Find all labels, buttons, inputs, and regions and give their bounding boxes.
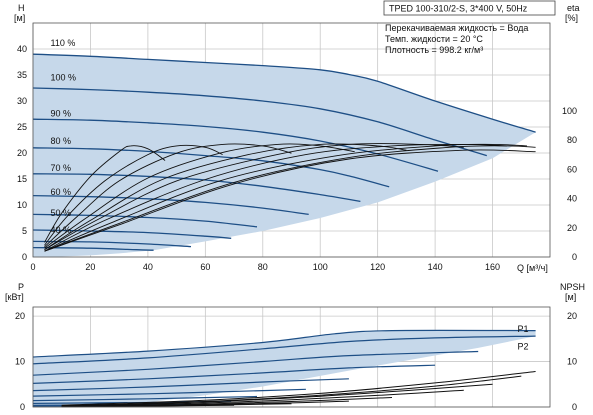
power-area-fill <box>33 330 536 407</box>
speed-label: 70 % <box>50 163 71 173</box>
q-tick-label: 100 <box>313 262 328 272</box>
info-box: TPED 100-310/2-S, 3*400 V, 50Hz Перекачи… <box>383 0 556 55</box>
q-tick-label: 120 <box>370 262 385 272</box>
h-tick-label: 30 <box>17 96 27 106</box>
q-tick-label: 20 <box>85 262 95 272</box>
qh-curve <box>32 213 258 228</box>
eta-curve <box>44 149 536 252</box>
power-curve <box>32 364 436 384</box>
operating-area-fill <box>33 54 536 258</box>
h-tick-label: 25 <box>17 122 27 132</box>
eta-tick-label: 60 <box>567 164 577 174</box>
power-curve <box>32 335 536 365</box>
p-tick-label: 20 <box>15 311 25 321</box>
power-curve <box>32 395 258 402</box>
qh-curve <box>32 118 439 172</box>
npsh-tick-label: 20 <box>567 311 577 321</box>
h-tick-label: 15 <box>17 174 27 184</box>
bottom-ticks: 0 10 20 0 10 20 <box>15 311 577 412</box>
q-tick-label: 140 <box>428 262 443 272</box>
bottom-curve-labels: P1 P2 <box>518 324 529 352</box>
top-chart: 0 20 40 60 80 100 120 140 160 0 5 10 15 20 25 30 35 40 0 20… <box>14 0 580 273</box>
power-curve <box>32 378 349 392</box>
power-curve <box>32 388 306 397</box>
p-axis-unit: [кВт] <box>5 292 24 302</box>
speed-label: 80 % <box>50 136 71 146</box>
pump-title: TPED 100-310/2-S, 3*400 V, 50Hz <box>389 4 528 14</box>
npsh-curve <box>61 371 536 406</box>
speed-label: 50 % <box>50 208 71 218</box>
top-curve-labels: 110 % 100 % 90 % 80 % 70 % 60 % 50 % 40 % <box>50 38 76 235</box>
power-curve-label: P2 <box>518 342 529 352</box>
eta-curve <box>44 144 223 246</box>
bottom-power-area <box>33 330 536 407</box>
npsh-axis-title: NPSH <box>560 282 585 292</box>
top-eta-curves <box>44 143 536 252</box>
eta-curve <box>44 145 536 252</box>
eta-tick-label: 80 <box>567 135 577 145</box>
power-curve <box>32 350 479 376</box>
qh-curve <box>32 87 487 157</box>
eta-curve <box>44 143 528 252</box>
eta-axis-title: eta <box>567 3 580 13</box>
speed-label: 110 % <box>50 38 75 48</box>
eta-curve <box>44 143 407 251</box>
eta-tick-label: 0 <box>572 252 577 262</box>
h-axis-title: H <box>18 3 25 13</box>
p-axis-title: P <box>18 282 24 292</box>
p-tick-label: 10 <box>15 357 25 367</box>
top-operating-area <box>33 54 536 258</box>
npsh-curve <box>61 383 493 407</box>
qh-curve <box>32 53 536 133</box>
speed-label: 40 % <box>50 225 71 235</box>
qh-curve <box>32 194 309 216</box>
npsh-tick-label: 0 <box>572 402 577 412</box>
h-tick-label: 10 <box>17 200 27 210</box>
h-tick-label: 0 <box>22 252 27 262</box>
power-curve <box>32 329 536 358</box>
q-tick-label: 0 <box>30 262 35 272</box>
power-curve-label: P1 <box>518 324 529 334</box>
q-axis-title: Q [м³/ч] <box>517 263 548 273</box>
eta-curve <box>44 145 166 243</box>
speed-label: 60 % <box>50 187 71 197</box>
q-tick-label: 80 <box>258 262 268 272</box>
eta-axis-unit: [%] <box>565 13 578 23</box>
top-ticks: 0 20 40 60 80 100 120 140 160 0 5 10 15 20 25 30 35 40 0 20… <box>17 44 577 272</box>
npsh-curve <box>61 389 464 407</box>
eta-tick-label: 100 <box>562 106 577 116</box>
top-plot-frame <box>32 22 551 258</box>
info-line-liquid: Перекачиваемая жидкость = Вода <box>385 23 528 33</box>
qh-curve <box>32 246 154 251</box>
speed-label: 100 % <box>50 73 76 83</box>
h-tick-label: 5 <box>22 226 27 236</box>
bottom-chart: 0 10 20 0 10 20 P1 P2 P [кВт] NPSH [м] <box>5 282 585 412</box>
q-tick-label: 40 <box>143 262 153 272</box>
q-tick-label: 60 <box>200 262 210 272</box>
npsh-tick-label: 10 <box>567 357 577 367</box>
eta-tick-label: 20 <box>567 223 577 233</box>
qh-curve <box>32 229 232 239</box>
h-tick-label: 20 <box>17 148 27 158</box>
info-line-temp: Темп. жидкости = 20 °C <box>385 34 483 44</box>
eta-curve <box>44 143 355 249</box>
h-tick-label: 40 <box>17 44 27 54</box>
bottom-npsh-curves <box>61 371 536 408</box>
h-axis-unit: [м] <box>14 13 25 23</box>
bottom-plot-frame <box>32 306 551 408</box>
eta-tick-label: 40 <box>567 194 577 204</box>
p-tick-label: 0 <box>20 402 25 412</box>
title-box <box>383 0 556 16</box>
q-tick-label: 160 <box>485 262 500 272</box>
npsh-axis-unit: [м] <box>565 292 576 302</box>
speed-label: 90 % <box>50 108 71 118</box>
h-tick-label: 35 <box>17 70 27 80</box>
info-line-density: Плотность = 998.2 кг/м³ <box>385 45 483 55</box>
qh-curve <box>32 173 361 203</box>
